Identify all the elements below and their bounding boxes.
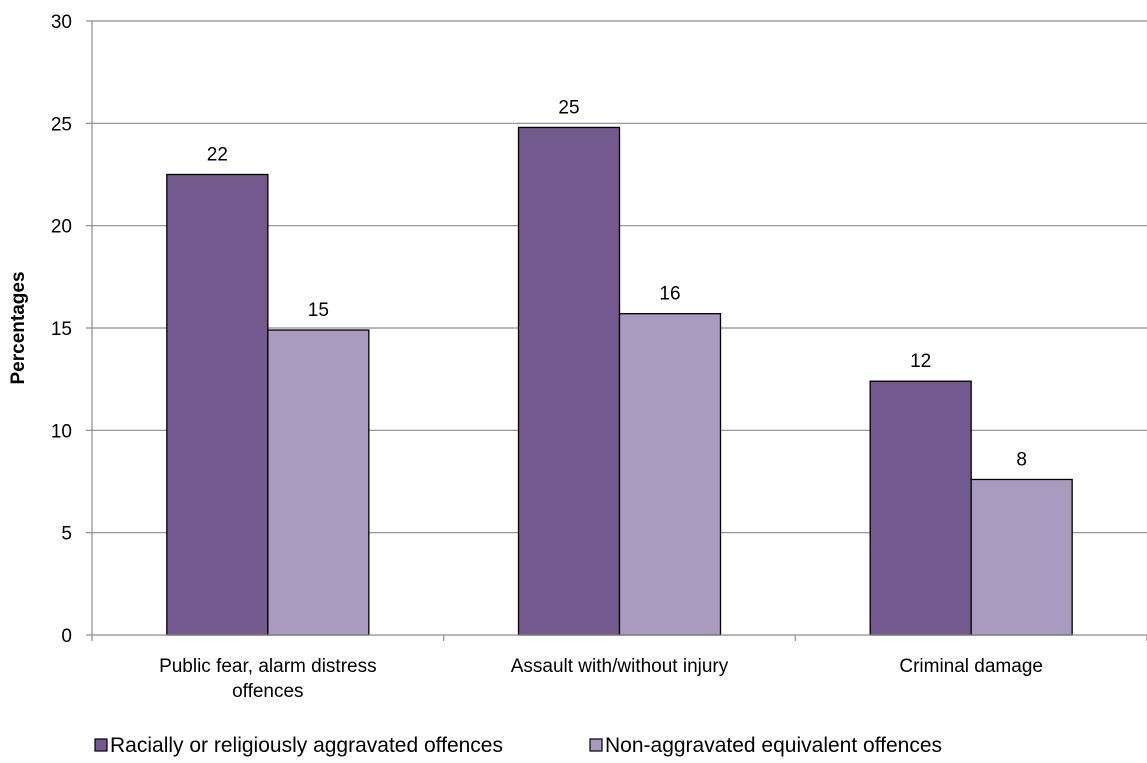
legend: Racially or religiously aggravated offen…: [94, 734, 942, 757]
data-label: 12: [910, 351, 931, 372]
data-label: 15: [308, 300, 329, 321]
legend-label: Racially or religiously aggravated offen…: [110, 734, 503, 757]
legend-label: Non-aggravated equivalent offences: [605, 734, 942, 757]
axes: [91, 21, 1147, 641]
data-label: 8: [1016, 449, 1027, 470]
bar-series-2-cat-2: [618, 313, 722, 636]
data-label: 22: [207, 145, 228, 166]
bar-series-1-cat-1: [166, 173, 269, 636]
x-category-label: offences: [232, 681, 303, 702]
bar-series-1-cat-2: [517, 126, 621, 636]
bar-series-1-cat-3: [869, 380, 972, 636]
legend-swatch: [94, 738, 108, 752]
data-label: 25: [558, 97, 579, 118]
bar-series-2-cat-1: [267, 329, 370, 636]
x-category-label: Public fear, alarm distress: [159, 656, 377, 677]
y-axis-ticks: 0 5 10 15 20 25 30: [51, 12, 92, 647]
y-tick-label: 20: [51, 217, 72, 238]
y-tick-label: 30: [51, 12, 72, 33]
y-tick-label: 0: [61, 626, 72, 647]
data-labels: 22 25 12 15 16 8: [207, 97, 1027, 470]
data-label: 16: [659, 284, 680, 305]
x-category-label: Assault with/without injury: [511, 656, 729, 677]
y-axis-label: Percentages: [8, 271, 29, 384]
y-tick-label: 10: [51, 421, 72, 442]
x-category-label: Criminal damage: [899, 656, 1043, 677]
y-tick-label: 15: [51, 319, 72, 340]
bars: [166, 126, 1073, 636]
legend-swatch: [589, 738, 603, 752]
y-tick-label: 5: [61, 524, 72, 545]
bar-series-2-cat-3: [970, 478, 1073, 636]
category-labels: Public fear, alarm distress offences Assau…: [159, 656, 1043, 702]
y-tick-label: 25: [51, 114, 72, 135]
